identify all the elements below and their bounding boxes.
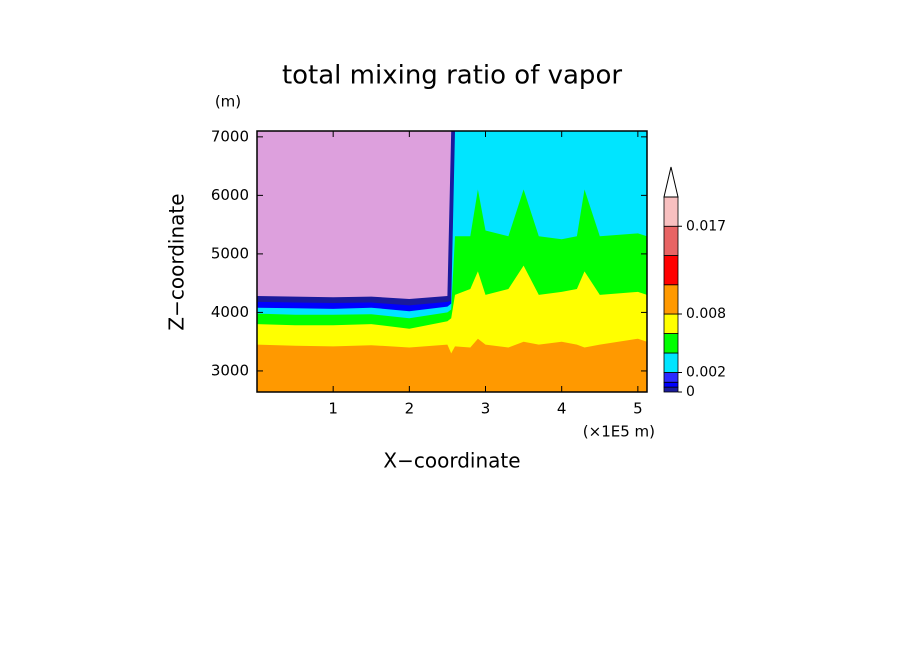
chart-title: total mixing ratio of vapor [282,61,622,91]
y-tick-label: 3000 [211,361,249,379]
colorbar-box [663,372,679,383]
x-tick-label: 5 [633,400,643,418]
colorbar-box [663,313,679,334]
colorbar-box [663,386,679,393]
colorbar-box [663,225,679,256]
contour-band [257,338,647,392]
colorbar-tick-label: 0 [686,384,695,400]
colorbar-tick-label: 0.002 [686,365,726,381]
plot-frame [256,130,648,393]
y-unit: (m) [215,93,241,111]
colorbar-tick-label: 0.008 [686,306,726,322]
colorbar-box [663,381,679,388]
x-tick-label: 1 [328,400,338,418]
y-tick-label: 7000 [211,127,249,145]
x-unit: (×1E5 m) [583,423,655,441]
x-axis-label: X−coordinate [383,449,520,473]
y-tick-label: 4000 [211,303,249,321]
colorbar-box [663,352,679,373]
colorbar-tick-label: 0.017 [686,218,726,234]
x-tick-label: 4 [557,400,567,418]
colorbar-box [663,333,679,354]
y-axis-label: Z−coordinate [165,193,189,330]
colorbar-extension [663,166,679,198]
x-tick-label: 3 [481,400,491,418]
colorbar-box [663,196,679,227]
colorbar-box [663,284,679,315]
colorbar-box [663,255,679,286]
y-tick-label: 6000 [211,186,249,204]
y-tick-label: 5000 [211,244,249,262]
x-tick-label: 2 [405,400,415,418]
